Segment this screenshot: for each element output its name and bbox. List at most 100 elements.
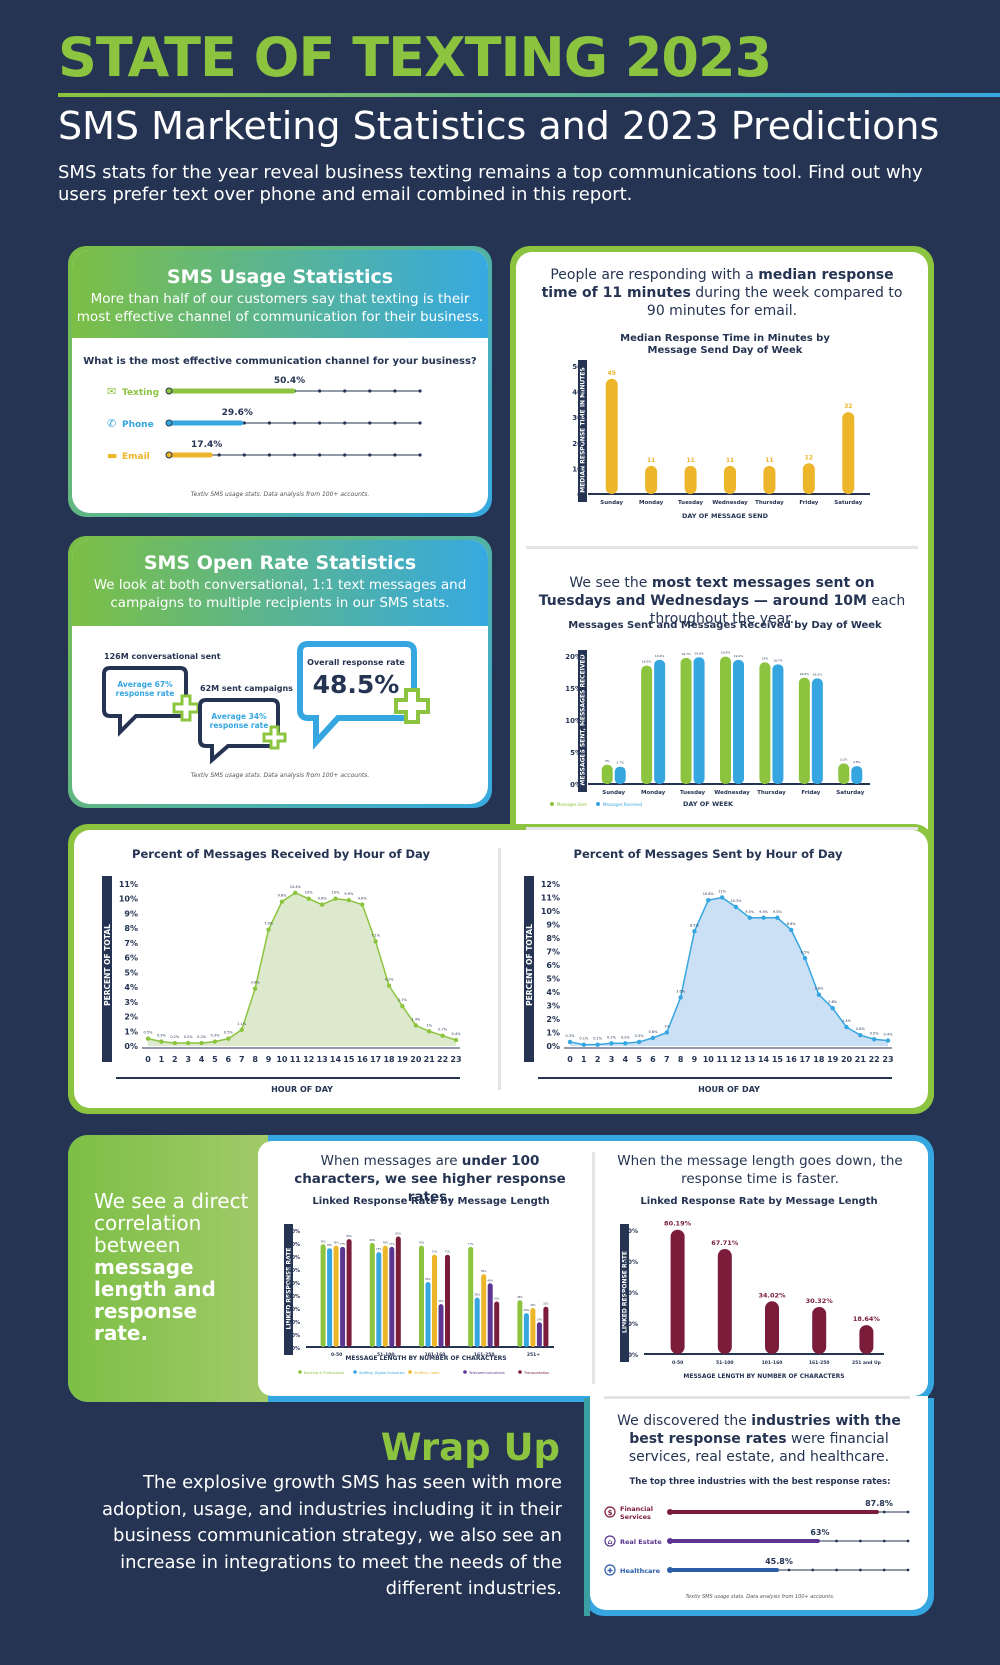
y-tick-label: 8%: [546, 934, 560, 943]
y-tick-label: 7%: [124, 939, 138, 948]
bar-value: 11: [726, 457, 734, 464]
track-dot: [787, 1568, 791, 1572]
overall-label: Overall response rate: [307, 658, 405, 667]
bar: [438, 1304, 444, 1347]
data-point: [373, 939, 378, 944]
bar-value: 2.8%: [853, 760, 861, 764]
bar: [811, 678, 823, 784]
bar: [340, 1246, 346, 1347]
track-dot: [343, 453, 347, 457]
bar: [395, 1236, 401, 1347]
bar-value: 18.5%: [642, 660, 652, 664]
length-left-a: When messages are: [320, 1153, 462, 1169]
x-tick-label: 14: [330, 1055, 342, 1064]
chart-title: Linked Response Rate by Message Length: [312, 1196, 549, 1207]
x-tick-label: Thursday: [755, 500, 784, 506]
track-dot: [835, 1568, 838, 1572]
bar-value: 19.8%: [694, 651, 704, 655]
bar: [763, 465, 776, 494]
length-overall-chart: Linked Response Rate by Message Length LI…: [620, 1196, 884, 1380]
y-tick-label: 10%: [288, 1333, 300, 1339]
y-tick-label: 80%: [624, 1228, 638, 1235]
data-point: [319, 902, 325, 907]
x-tick-label: Sunday: [600, 500, 623, 506]
y-tick-label: 15%: [565, 685, 582, 693]
data-point: [159, 1039, 164, 1044]
y-tick-label: 30: [572, 414, 582, 422]
data-point: [172, 1040, 177, 1046]
x-tick-label: 22: [869, 1055, 880, 1064]
x-tick-label: 4: [199, 1055, 205, 1064]
track-dot: [835, 1539, 838, 1543]
x-tick-label: Wednesday: [712, 500, 748, 506]
data-point: [650, 1035, 656, 1041]
sent-received-chart: Messages Sent and Messages Received by D…: [550, 620, 882, 808]
data-label: 1.1%: [237, 1022, 247, 1026]
conv-label: 126M conversational sent: [104, 652, 221, 661]
x-tick-label: Monday: [639, 500, 664, 506]
data-point: [413, 1023, 419, 1028]
x-tick-label: 3: [185, 1055, 191, 1064]
x-tick-label: 251 and Up: [852, 1360, 882, 1366]
response-time-chart: Median Response Time in Minutes byMessag…: [572, 333, 870, 520]
y-tick-label: 90%: [288, 1229, 300, 1235]
y-tick-label: 20%: [624, 1321, 638, 1328]
divider: [498, 848, 501, 1090]
data-point: [252, 986, 258, 991]
bar-value: 36%: [517, 1295, 523, 1299]
y-tick-label: 40%: [624, 1290, 638, 1297]
sent-intro-highlight: most text messages sent on Tuesdays and …: [538, 575, 875, 609]
x-axis-label: HOUR OF DAY: [271, 1085, 333, 1094]
x-tick-label: Saturday: [834, 500, 862, 506]
y-tick-label: 11%: [119, 880, 138, 889]
bar: [494, 1301, 500, 1347]
data-label: 11%: [718, 890, 726, 894]
bar-value: 34.02%: [758, 1291, 786, 1299]
y-axis-bar: [620, 1224, 629, 1362]
data-label: 0.4%: [884, 1033, 894, 1037]
legend-label: Messages Received: [603, 802, 643, 807]
bar-start: [667, 1538, 673, 1544]
data-label: 8.5%: [690, 923, 700, 927]
bar-start: [165, 451, 173, 459]
bar-value: 19%: [762, 656, 769, 660]
y-axis-label: MEDIAN RESPONSE TIME IN MINUTES: [580, 367, 587, 493]
dollar-icon-glyph: $: [608, 1509, 613, 1517]
x-tick-label: 0-50: [672, 1360, 683, 1366]
bar: [468, 1246, 474, 1347]
data-label: 7.9%: [264, 922, 274, 926]
data-label: 3.8%: [814, 987, 824, 991]
y-tick-label: 1%: [124, 1027, 138, 1036]
channel-label: Phone: [122, 420, 154, 430]
y-tick-label: 80%: [288, 1242, 300, 1248]
data-label: 0.2%: [621, 1035, 631, 1039]
x-tick-label: 0-50: [331, 1352, 342, 1358]
chart-title: The top three industries with the best r…: [629, 1477, 890, 1487]
data-point: [226, 1036, 231, 1041]
bar-value: 85%: [396, 1232, 402, 1236]
y-axis-label: LINKED RESPONSE RATE: [286, 1248, 293, 1330]
data-label: 0.7%: [438, 1028, 448, 1032]
bar: [670, 1229, 685, 1354]
bar-value: 12: [805, 454, 813, 461]
data-label: 1.4%: [842, 1019, 852, 1023]
bar-value: 3.2%: [840, 758, 848, 762]
bar-value: 45.8%: [765, 1557, 793, 1566]
track-dot: [811, 1568, 815, 1572]
sent-intro: We see the most text messages sent on Tu…: [536, 574, 908, 628]
data-point: [212, 1039, 218, 1044]
bar-value: 78%: [419, 1241, 425, 1245]
length-left-highlight: under 100 characters, we see higher resp…: [294, 1153, 566, 1205]
channel-label: Email: [122, 452, 150, 462]
x-axis-label: MESSAGE LENGTH BY NUMBER OF CHARACTERS: [345, 1355, 506, 1362]
chart-title: Linked Response Rate by Message Length: [640, 1196, 877, 1207]
x-tick-label: 6: [226, 1055, 232, 1064]
bar-value: 50.4%: [274, 376, 305, 386]
track-dot: [242, 421, 246, 425]
x-tick-label: 5: [636, 1055, 642, 1064]
x-tick-label: 22: [437, 1055, 448, 1064]
data-point: [581, 1042, 587, 1047]
data-point: [789, 927, 794, 933]
track-dot: [267, 453, 271, 457]
x-tick-label: 5: [212, 1055, 218, 1064]
